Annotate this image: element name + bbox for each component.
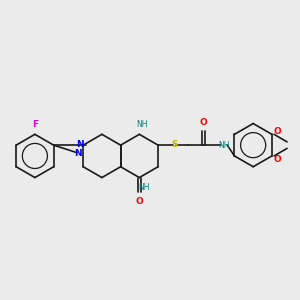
Text: N: N — [76, 140, 84, 148]
Text: NH: NH — [218, 141, 230, 150]
Text: N: N — [74, 149, 82, 158]
Text: S: S — [171, 140, 178, 148]
Text: NH: NH — [136, 120, 147, 129]
Text: O: O — [200, 118, 207, 127]
Text: F: F — [32, 120, 38, 129]
Text: O: O — [273, 127, 281, 136]
Text: O: O — [136, 197, 143, 206]
Text: O: O — [273, 155, 281, 164]
Text: NH: NH — [138, 183, 149, 192]
